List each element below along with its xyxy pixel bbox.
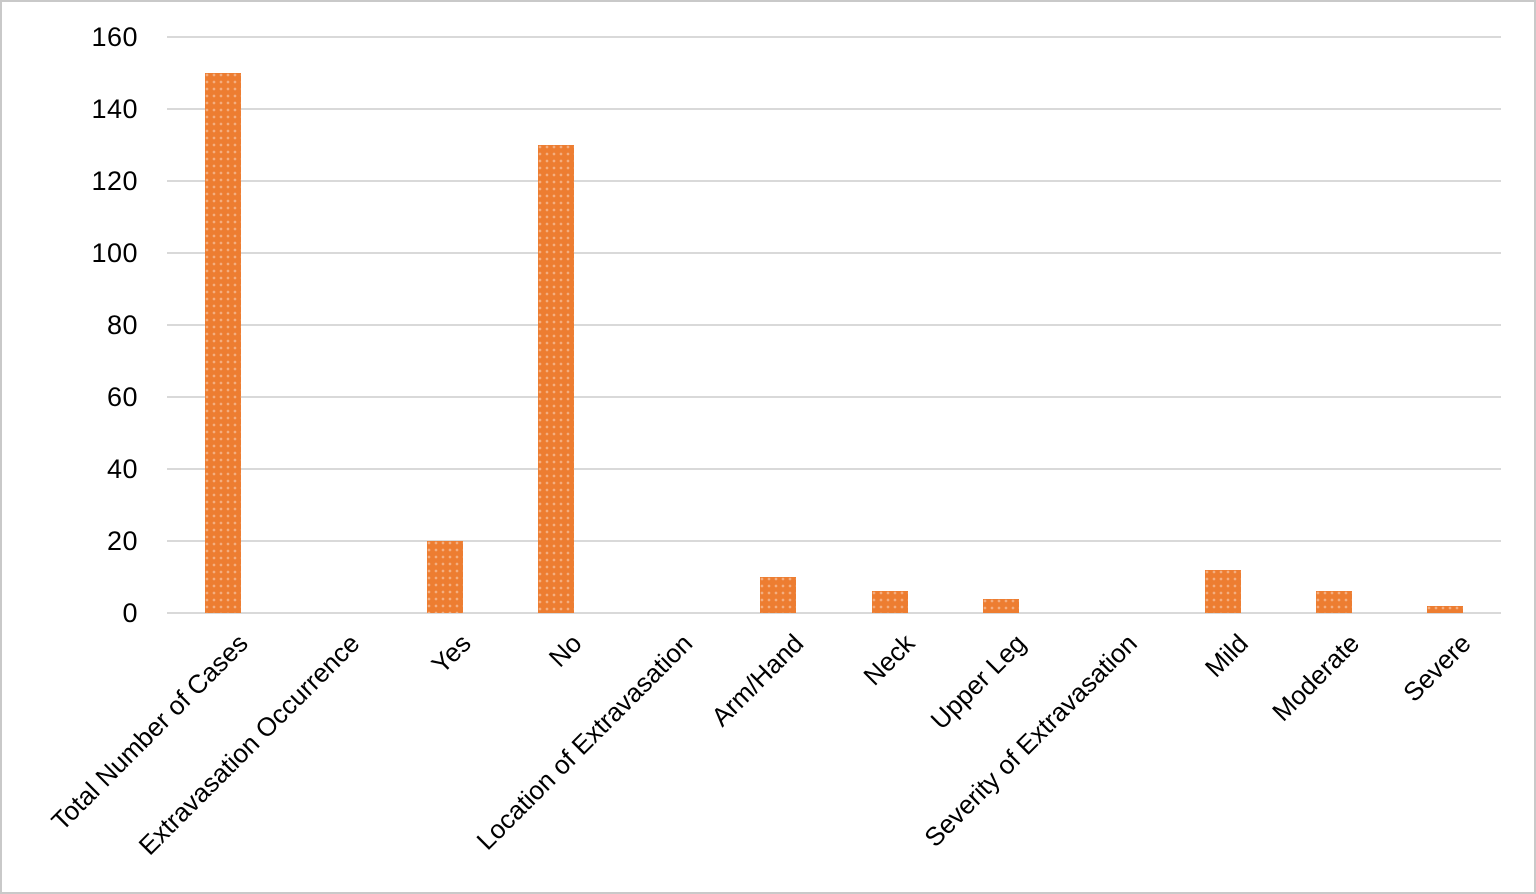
gridline [167,540,1501,542]
x-axis-label: Moderate [1266,628,1366,727]
x-axis-label: Location of Extravasation [470,628,699,856]
x-axis-label: Neck [857,628,921,692]
x-axis-label: Arm/Hand [705,628,810,732]
y-axis-tick-label: 120 [91,166,138,196]
bar [760,577,797,613]
bar [426,541,463,613]
gridline [167,396,1501,398]
gridline [167,36,1501,38]
x-axis-label: Upper Leg [924,628,1032,736]
x-axis-label: Severity of Extravasation [918,628,1144,853]
bar [871,591,908,613]
gridline [167,180,1501,182]
y-axis-tick-label: 0 [122,598,138,628]
y-axis-tick-label: 160 [91,22,138,52]
y-axis-tick-label: 100 [91,238,138,268]
x-axis-line [167,612,1501,614]
bar [204,73,241,613]
x-axis-label: No [542,628,588,673]
gridline [167,108,1501,110]
y-axis-tick-label: 80 [106,310,138,340]
gridline [167,252,1501,254]
y-axis-tick-label: 20 [106,526,138,556]
y-axis-tick-label: 140 [91,94,138,124]
y-axis-tick-label: 60 [106,382,138,412]
bar [1427,605,1464,613]
gridline [167,468,1501,470]
y-axis-tick-label: 40 [106,454,138,484]
x-axis-label: Mild [1199,628,1255,683]
x-axis-label: Severe [1397,628,1477,708]
bar [538,145,575,613]
x-axis-label: Yes [424,628,477,680]
gridline [167,324,1501,326]
x-axis-label: Extravasation Occurrence [132,628,365,861]
bar [1205,569,1242,613]
bar [982,598,1019,613]
x-axis-label: Total Number of Cases [45,628,254,837]
bar [1316,591,1353,613]
